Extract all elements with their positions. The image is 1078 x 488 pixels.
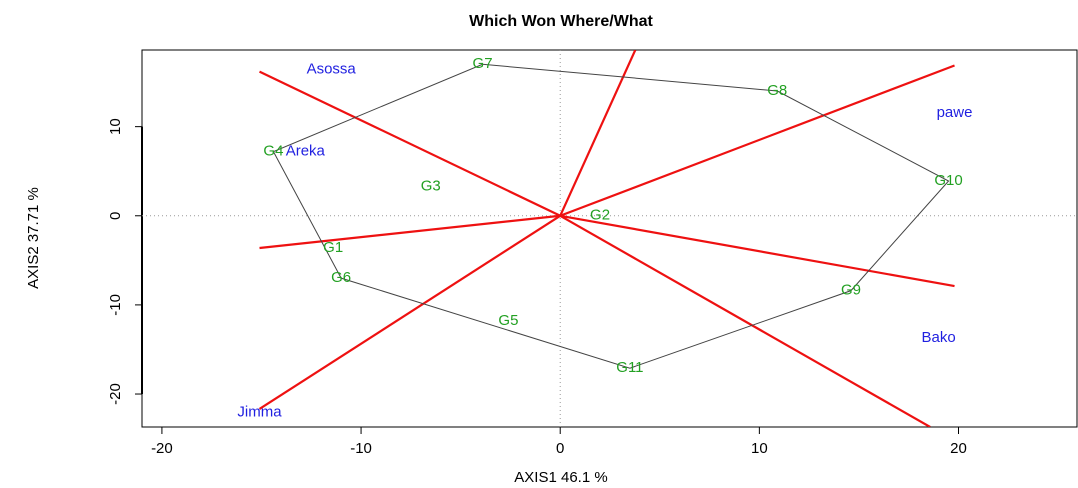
y-tick-label: 10 (107, 118, 124, 135)
x-tick-label: -20 (151, 440, 173, 457)
genotype-label: G4 (263, 143, 283, 160)
genotype-label: G11 (616, 359, 643, 376)
genotype-label: G2 (590, 207, 610, 224)
genotype-label: G7 (473, 55, 493, 72)
y-axis-label: AXIS2 37.71 % (25, 187, 42, 289)
genotype-label: G5 (498, 312, 518, 329)
polygon (272, 63, 950, 369)
ray (258, 214, 561, 410)
x-tick-label: 20 (950, 440, 967, 457)
ray (559, 50, 637, 217)
plot-area: G1 G2 G3 G4 G5 G6 G7 G8 G9 G10 G11 Asossa Areka pawe B… (142, 50, 1078, 427)
genotype-label: G9 (841, 282, 861, 299)
y-tick-label: -10 (107, 294, 124, 316)
ray (259, 70, 561, 217)
x-tick-label: 10 (751, 440, 768, 457)
environment-label: Asossa (307, 61, 357, 78)
genotype-label: G3 (421, 177, 441, 194)
genotype-label: G6 (331, 269, 351, 286)
x-axis-label: AXIS1 46.1 % (514, 469, 607, 486)
ray (559, 214, 931, 427)
environment-label: pawe (937, 104, 973, 121)
y-tick-label: -20 (107, 383, 124, 405)
environment-label: Bako (921, 329, 955, 346)
ray (560, 214, 955, 288)
x-tick-label: 0 (556, 440, 564, 457)
chart-title: Which Won Where/What (469, 13, 653, 30)
genotype-label: G8 (767, 82, 787, 99)
y-tick-label: 0 (107, 212, 124, 220)
environment-label: Areka (286, 143, 326, 160)
environment-label: Jimma (237, 404, 282, 421)
ray (259, 214, 561, 250)
genotype-label: G1 (323, 239, 343, 256)
x-tick-label: -10 (350, 440, 372, 457)
ray (559, 64, 955, 217)
genotype-label: G10 (934, 172, 962, 189)
